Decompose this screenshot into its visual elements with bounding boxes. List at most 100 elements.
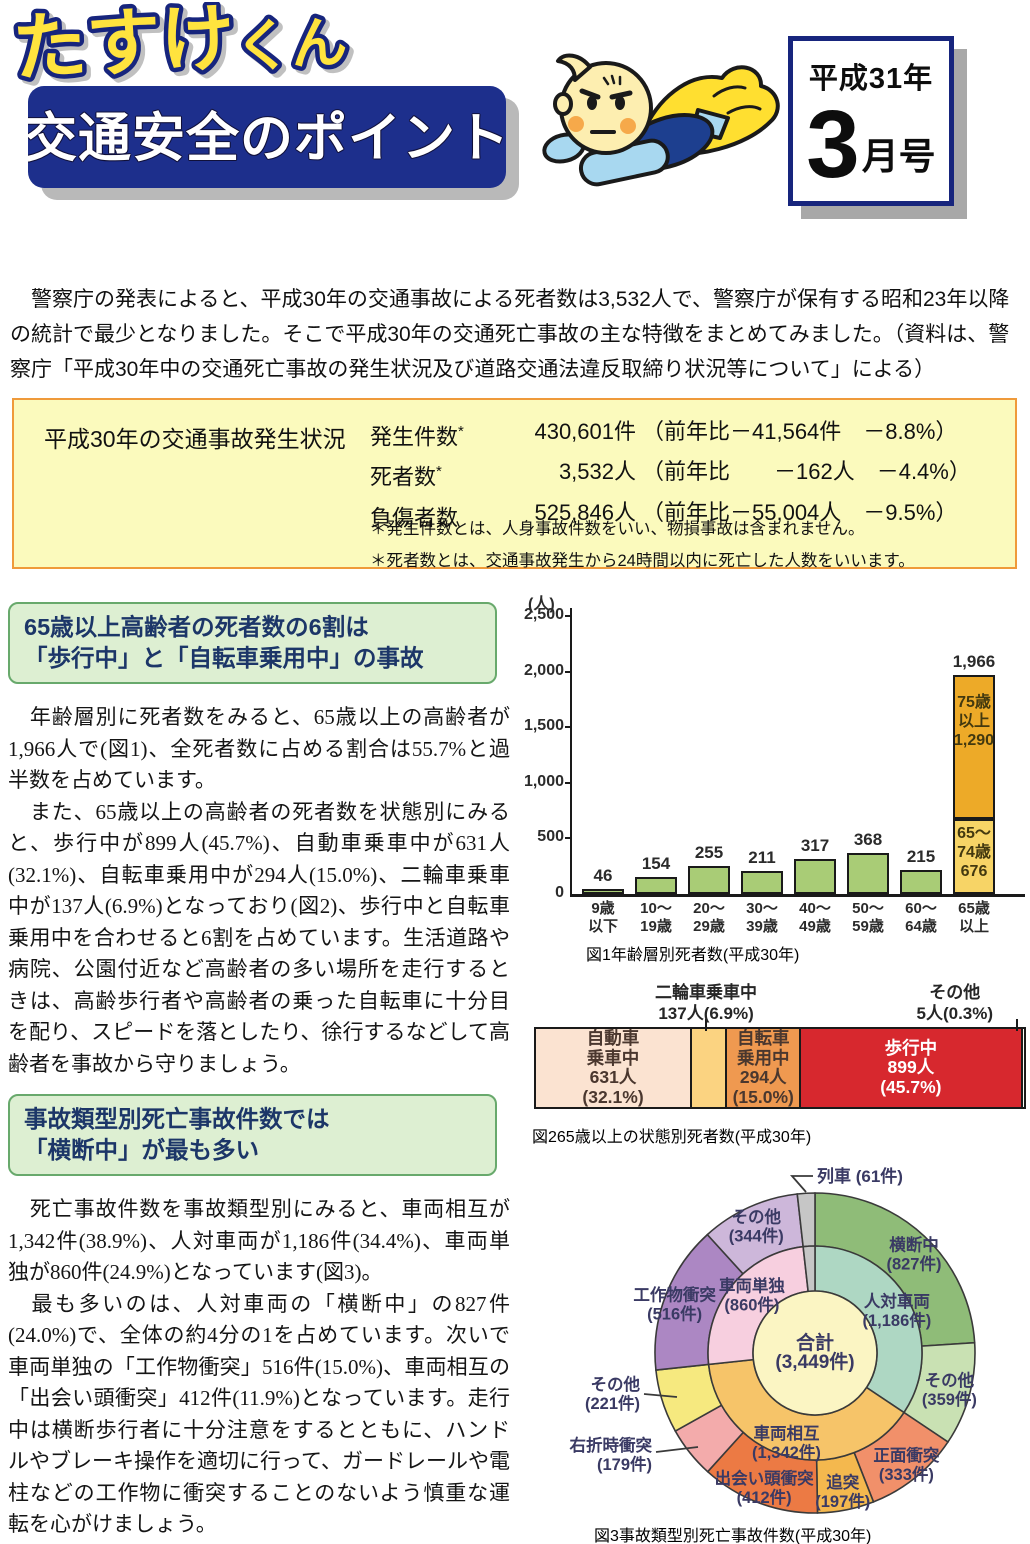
x-tick-label: 65歳 以上	[958, 900, 990, 935]
figure3-caption: 図3事故類型別死亡事故件数(平成30年)	[594, 1528, 872, 1544]
issue-month: 3	[806, 91, 860, 198]
bar	[635, 876, 677, 894]
segment-歩行中: 歩行中 899人 (45.7%)	[799, 1029, 1021, 1107]
bar	[900, 870, 942, 894]
donut-inner-label-車両相互: 車両相互(1,342件)	[752, 1423, 821, 1462]
figure1-caption: 図1年齢層別死者数(平成30年)	[586, 947, 800, 964]
donut-inner-label-車両単独: 車両単独(860件)	[719, 1276, 786, 1315]
intro-paragraph: 警察庁の発表によると、平成30年の交通事故による死者数は3,532人で、警察庁が…	[10, 288, 1010, 381]
donut-center	[752, 1290, 878, 1416]
figure1-bar-chart: (人) 0 500 1,000 1,500 2,000 2,500 46 9歳 以下 154 10〜…	[520, 588, 1030, 965]
body-paragraph: 最も多いのは、人対車両の「横断中」の827件(24.0%)で、全体の約4分の1を…	[8, 1291, 510, 1537]
donut-outer-label-追突: 追突(197件)	[815, 1472, 870, 1511]
logo-shadow-text: たすけくん	[15, 2, 353, 94]
figure2-plot-area: 自動車 乗車中 631人 (32.1%) 自転車 乗用中 294人 (15.0%)…	[520, 975, 1030, 1115]
newsletter-title: 交通安全のポイント	[28, 108, 506, 168]
bar-segment-label: 65〜 74歳 676	[957, 824, 991, 880]
mascot-ear	[553, 92, 573, 116]
y-tick-label: 500	[537, 828, 564, 846]
donut-outer-label-正面衝突: 正面衝突(333件)	[873, 1445, 940, 1484]
figure3-donut-svg: 合計(3,449件) 横断中(827件) その他(359件) 正面衝突(333件)追突…	[570, 1166, 977, 1514]
callout-line-train	[790, 1175, 813, 1193]
y-tick-label: 1,500	[523, 717, 564, 735]
y-tick-mark	[565, 726, 572, 729]
bar-value-label: 154	[641, 853, 671, 873]
logo-text: たすけくん	[11, 2, 349, 90]
body-paragraph: 年齢層別に死者数をみると、65歳以上の高齢者が1,966人で(図1)、全死者数に…	[8, 705, 510, 792]
y-tick-mark	[565, 670, 572, 673]
bar-value-label: 1,966	[952, 652, 996, 672]
tasuke-kun-logo: たすけくん たすけくん	[6, 2, 357, 99]
x-tick-label: 20〜 29歳	[693, 900, 725, 935]
callout-label-二輪車乗車中: 二輪車乗車中 137人(6.9%)	[655, 983, 758, 1023]
x-tick-label: 9歳 以下	[587, 900, 618, 935]
bar	[741, 870, 783, 894]
bar-segment-label: 75歳 以上 1,290	[953, 694, 995, 750]
issue-month-suffix: 月号	[861, 136, 936, 178]
summary-row-deaths: 死者数* 3,532人 （前年比 －162人 －4.4%）	[370, 454, 971, 494]
bar-value-label: 255	[694, 842, 724, 862]
summary-row-injuries: 負傷者数 525,846人 （前年比－55,004人 －9.5%）	[370, 495, 971, 535]
callout-label-train: 列車 (61件)	[817, 1166, 903, 1186]
footnote-deaths: ＊死者数とは、交通事故発生から24時間以内に死亡した人数をいいます。	[370, 552, 915, 570]
donut-outer-label-横断中: 横断中(827件)	[886, 1234, 941, 1273]
y-tick-mark	[565, 615, 572, 617]
summary-value: 430,601件	[534, 419, 636, 444]
y-axis	[570, 608, 572, 896]
bar-value-label: 368	[853, 830, 883, 850]
y-tick-mark	[565, 837, 572, 840]
bar-segment-65〜74歳	[953, 818, 995, 894]
x-tick-label: 50〜 59歳	[852, 900, 884, 935]
summary-comparison: （前年比－55,004人 －9.5%）	[642, 499, 958, 525]
bar-value-label: 215	[906, 847, 936, 867]
summary-comparison: （前年比－41,564件 －8.8%）	[642, 419, 958, 444]
callout-line-right-turn	[655, 1446, 699, 1453]
article-column: 65歳以上高齢者の死者数の6割は 「歩行中」と「自転車乗用中」の事故 年齢層別に死…	[8, 602, 510, 1541]
summary-box-title: 平成30年の交通事故発生状況	[44, 426, 346, 452]
segment-自動車乗車中: 自動車 乗車中 631人 (32.1%)	[536, 1029, 691, 1107]
callout-line	[1016, 1019, 1019, 1031]
y-tick-label: 1,000	[523, 772, 564, 790]
newsletter-title-svg: 交通安全のポイント	[23, 107, 510, 169]
donut-outer-label-出会い頭衝突: 出会い頭衝突(412件)	[715, 1468, 815, 1507]
bar	[794, 858, 836, 894]
x-tick-label: 30〜 39歳	[746, 900, 778, 935]
donut-inner-label-人対車両: 人対車両(1,186件)	[862, 1291, 931, 1330]
issue-badge: 平成31年 3 月号	[788, 36, 954, 206]
y-tick-mark	[565, 781, 572, 784]
figure2-caption: 図265歳以上の状態別死者数(平成30年)	[532, 1129, 812, 1146]
bar-value-label: 211	[748, 847, 776, 867]
callout-label-other-vehicle: その他(221件)	[585, 1374, 641, 1413]
issue-era-year: 平成31年	[808, 63, 934, 95]
y-tick-label: 2,000	[523, 661, 564, 679]
callout-label-その他: その他 5人(0.3%)	[916, 983, 994, 1023]
segment-その他	[1020, 1029, 1024, 1107]
y-tick-label: 0	[555, 884, 564, 901]
figure2-stacked-bar: 自動車 乗車中 631人 (32.1%) 自転車 乗用中 294人 (15.0%)…	[520, 975, 1030, 1160]
body-paragraph: また、65歳以上の高齢者の死者数を状態別にみると、歩行中が899人(45.7%)…	[8, 799, 510, 1076]
segment-自転車乗用中: 自転車 乗用中 294人 (15.0%)	[725, 1029, 800, 1107]
figure2-bar: 自動車 乗車中 631人 (32.1%) 自転車 乗用中 294人 (15.0%)…	[534, 1027, 1026, 1109]
y-tick-label: 2,500	[523, 606, 564, 623]
donut-outer-label-工作物衝突: 工作物衝突(516件)	[633, 1284, 716, 1323]
segment-二輪車乗車中	[690, 1029, 726, 1107]
mascot-illustration	[542, 53, 780, 187]
summary-value: 525,846人	[534, 499, 636, 525]
summary-comparison: （前年比 －162人 －4.4%）	[642, 459, 971, 485]
callout-line	[705, 1019, 708, 1031]
bar	[688, 865, 730, 894]
mascot-hair-tuft	[556, 53, 592, 82]
bar	[582, 888, 624, 894]
bar-value-label: 46	[593, 865, 613, 885]
callout-line-other-vehicle	[643, 1393, 678, 1398]
section-heading-elderly: 65歳以上高齢者の死者数の6割は 「歩行中」と「自転車乗用中」の事故	[8, 602, 497, 684]
x-tick-label: 40〜 49歳	[799, 900, 831, 935]
summary-row-occurrences: 発生件数* 430,601件 （前年比－41,564件 －8.8%）	[370, 414, 971, 454]
footnote-occurrences: ＊発生件数とは、人身事故件数をいい、物損事故は含まれません。	[370, 520, 865, 538]
donut-outer-label-その他(車両単独): その他(344件)	[729, 1206, 784, 1245]
newsletter-title-banner: 交通安全のポイント	[23, 86, 510, 188]
summary-value: 3,532人	[558, 459, 636, 485]
x-tick-label: 60〜 64歳	[905, 900, 937, 935]
callout-label-right-turn: 右折時衝突(179件)	[570, 1435, 653, 1474]
summary-footnotes: ＊発生件数とは、人身事故件数をいい、物損事故は含まれません。 ＊死者数とは、交通…	[370, 518, 915, 582]
